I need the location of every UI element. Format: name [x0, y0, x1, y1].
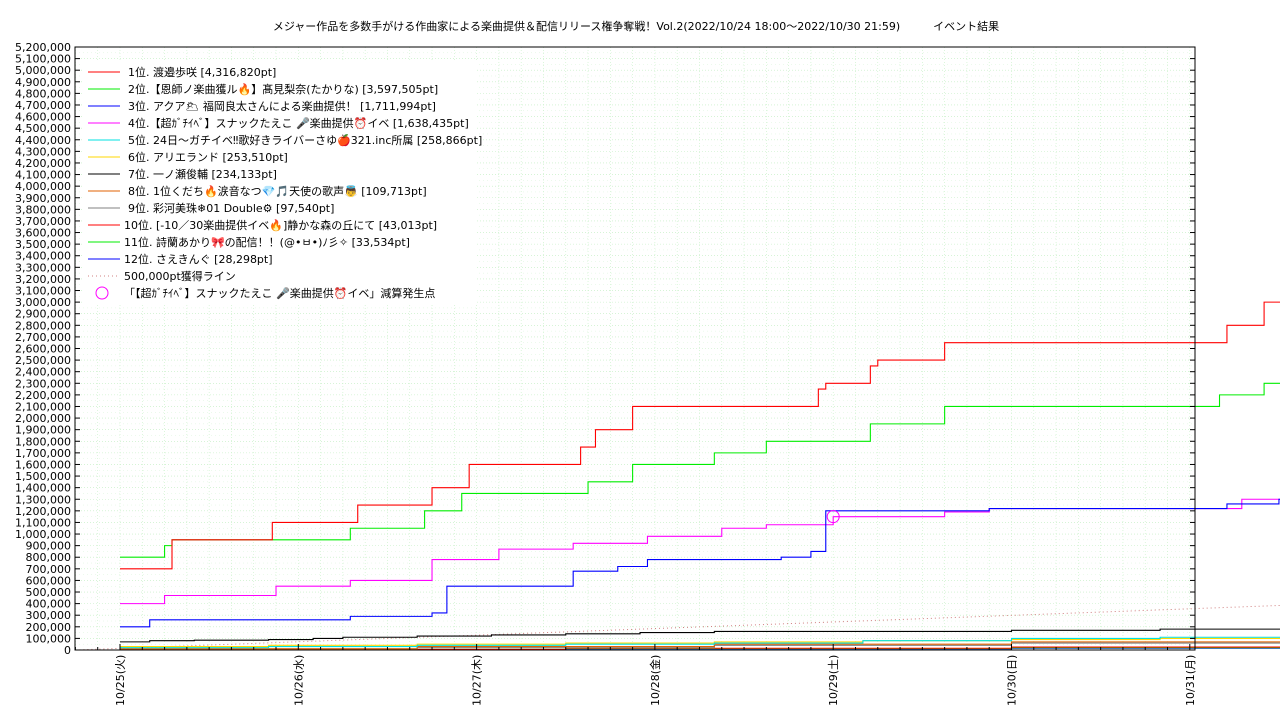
x-tick-label: 10/29(土)	[827, 655, 840, 706]
y-tick-label: 3,300,000	[15, 261, 71, 274]
y-tick-label: 3,800,000	[15, 203, 71, 216]
legend-entry: 11位. 詩蘭あかり🎀の配信！！(@•ㅂ•)ﾉ彡✧ [33,534pt]	[124, 235, 410, 249]
y-tick-label: 300,000	[26, 609, 72, 622]
y-tick-label: 3,400,000	[15, 250, 71, 263]
y-tick-label: 1,200,000	[15, 505, 71, 518]
series-line	[120, 636, 1280, 649]
y-tick-label: 4,200,000	[15, 157, 71, 170]
marker-group	[826, 510, 840, 524]
marker-circle	[826, 510, 840, 524]
legend-swatch	[95, 286, 109, 300]
series-line	[120, 301, 1280, 570]
y-tick-label: 1,400,000	[15, 482, 71, 495]
legend-entry: 2位.【恩師ノ楽曲獲ル🔥】髙見梨奈(たかりな) [3,597,505pt]	[128, 82, 438, 96]
y-tick-label: 1,500,000	[15, 470, 71, 483]
legend-box	[82, 62, 477, 304]
legend-entry: 6位. アリエランド [253,510pt]	[128, 150, 288, 164]
y-tick-label: 2,900,000	[15, 308, 71, 321]
x-tick-label: 10/31(月)	[1184, 655, 1197, 706]
legend-entry: 9位. 彩河美珠❄01 Double⚙ [97,540pt]	[128, 201, 334, 215]
y-tick-label: 500,000	[26, 586, 72, 599]
y-tick-label: 4,000,000	[15, 180, 71, 193]
y-tick-label: 100,000	[26, 632, 72, 645]
x-tick-label: 10/27(木)	[471, 655, 484, 706]
y-tick-label: 5,000,000	[15, 64, 71, 77]
series-line	[120, 382, 1280, 558]
chart-title: メジャー作品を多数手がける作曲家による楽曲提供＆配信リリース権争奪戦！Vol.2…	[273, 19, 999, 33]
x-tick-label: 10/26(水)	[292, 655, 305, 706]
y-tick-label: 2,200,000	[15, 389, 71, 402]
y-axis: 0100,000200,000300,000400,000500,000600,…	[15, 41, 1195, 657]
legend-entry: 500,000pt獲得ライン	[124, 270, 236, 283]
legend-entry: 5位. 24日～ガチイベ‼歌好きライバーさゆ🍎321.inc所属 [258,86…	[128, 133, 482, 147]
grid	[75, 46, 1195, 651]
y-tick-label: 4,100,000	[15, 169, 71, 182]
y-tick-label: 1,700,000	[15, 447, 71, 460]
y-tick-label: 3,500,000	[15, 238, 71, 251]
y-tick-label: 4,700,000	[15, 99, 71, 112]
y-tick-label: 200,000	[26, 621, 72, 634]
legend-entry: 「【超ｶﾞﾁｲﾍﾞ】スナックたえこ 🎤楽曲提供⏰イベ」減算発生点	[124, 286, 435, 300]
legend-entry: 8位. 1位くだち🔥涙音なつ💎🎵天使の歌声👼 [109,713pt]	[128, 184, 427, 198]
y-tick-label: 0	[64, 644, 71, 657]
y-tick-label: 900,000	[26, 540, 72, 553]
y-tick-label: 1,100,000	[15, 516, 71, 529]
reference-line	[75, 604, 1280, 651]
legend-entry: 7位. 一ノ瀬俊輔 [234,133pt]	[128, 167, 277, 181]
y-tick-label: 3,900,000	[15, 192, 71, 205]
y-tick-label: 3,000,000	[15, 296, 71, 309]
x-tick-label: 10/30(日)	[1006, 655, 1019, 706]
y-tick-label: 400,000	[26, 598, 72, 611]
x-axis: 10/25(火) 10/26(水) 10/27(木) 10/28(金) 10/29(土)…	[74, 644, 1197, 706]
y-tick-label: 3,100,000	[15, 285, 71, 298]
legend-entry: 4位.【超ｶﾞﾁｲﾍﾞ】スナックたえこ 🎤楽曲提供⏰イベ [1,638,435p…	[128, 116, 469, 130]
y-tick-label: 4,600,000	[15, 111, 71, 124]
y-tick-label: 4,400,000	[15, 134, 71, 147]
legend-entry: 12位. さえきんぐ [28,298pt]	[124, 252, 273, 266]
y-tick-label: 1,600,000	[15, 458, 71, 471]
y-tick-label: 4,300,000	[15, 145, 71, 158]
y-tick-label: 2,700,000	[15, 331, 71, 344]
y-tick-label: 4,500,000	[15, 122, 71, 135]
y-tick-label: 5,200,000	[15, 41, 71, 54]
y-tick-label: 1,300,000	[15, 493, 71, 506]
series-line	[120, 628, 1280, 643]
y-tick-label: 600,000	[26, 574, 72, 587]
legend-entry: 10位. [-10／30楽曲提供イベ🔥]静かな森の丘にて [43,013pt]	[124, 218, 437, 232]
x-tick-label: 10/25(火)	[114, 655, 127, 706]
y-tick-label: 2,600,000	[15, 343, 71, 356]
y-tick-label: 1,800,000	[15, 435, 71, 448]
legend-entry: 1位. 渡邉歩咲 [4,316,820pt]	[128, 65, 276, 79]
y-tick-label: 2,300,000	[15, 377, 71, 390]
y-tick-label: 2,400,000	[15, 366, 71, 379]
y-tick-label: 2,500,000	[15, 354, 71, 367]
y-tick-label: 700,000	[26, 563, 72, 576]
y-tick-label: 3,600,000	[15, 227, 71, 240]
y-tick-label: 3,700,000	[15, 215, 71, 228]
y-tick-label: 3,200,000	[15, 273, 71, 286]
y-tick-label: 4,900,000	[15, 76, 71, 89]
y-tick-label: 800,000	[26, 551, 72, 564]
y-tick-label: 1,900,000	[15, 424, 71, 437]
y-tick-label: 5,100,000	[15, 53, 71, 66]
y-tick-label: 4,800,000	[15, 87, 71, 100]
series-line	[120, 498, 1280, 628]
reference-line-500k	[75, 604, 1280, 651]
legend: 1位. 渡邉歩咲 [4,316,820pt] 2位.【恩師ノ楽曲獲ル🔥】髙見梨奈(…	[82, 62, 482, 304]
y-tick-label: 2,800,000	[15, 319, 71, 332]
y-tick-label: 2,100,000	[15, 400, 71, 413]
series-line	[120, 498, 1280, 605]
legend-entry: 3位. アクア🌥 福岡良太さんによる楽曲提供！ [1,711,994pt]	[128, 99, 436, 113]
y-tick-label: 2,000,000	[15, 412, 71, 425]
y-tick-label: 1,000,000	[15, 528, 71, 541]
x-tick-label: 10/28(金)	[648, 655, 662, 706]
